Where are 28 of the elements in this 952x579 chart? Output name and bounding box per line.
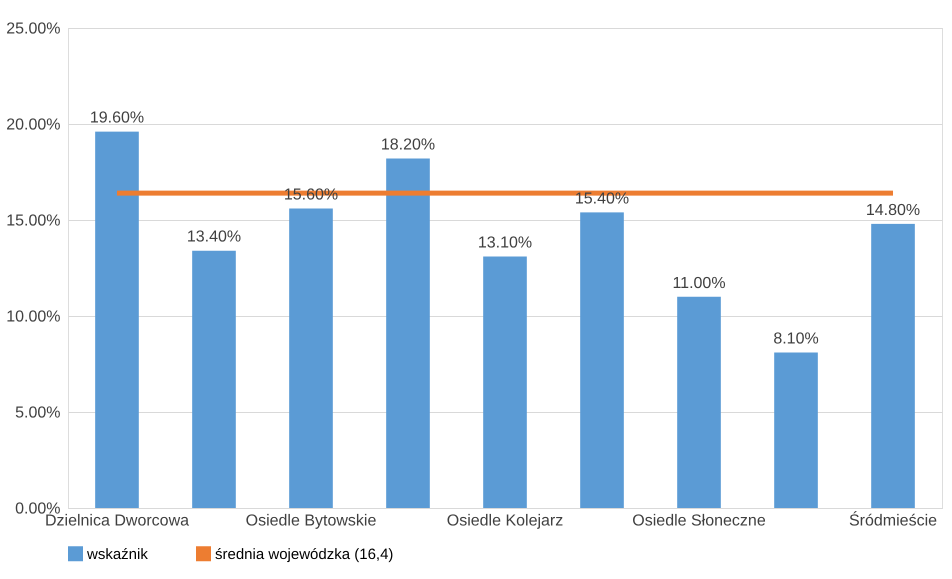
bar [677, 296, 721, 508]
bar [289, 208, 333, 508]
y-tick-label: 25.00% [6, 20, 60, 38]
y-tick-label: 20.00% [6, 116, 60, 134]
legend-label: średnia wojewódzka (16,4) [215, 546, 394, 563]
x-tick-label: Osiedle Kolejarz [446, 512, 564, 530]
y-tick-label: 5.00% [15, 404, 60, 422]
data-label: 11.00% [672, 274, 726, 292]
data-label: 19.60% [90, 110, 144, 127]
bar [386, 158, 430, 508]
x-tick-label: Osiedle Słoneczne [632, 512, 766, 530]
y-tick-label: 10.00% [6, 308, 60, 326]
bar [95, 132, 139, 508]
x-tick-label: Śródmieście [849, 510, 938, 530]
bar [774, 352, 818, 508]
data-label: 13.10% [478, 234, 532, 252]
legend-label: wskaźnik [86, 546, 148, 563]
bar [192, 250, 236, 508]
bar [483, 256, 527, 508]
y-tick-label: 15.00% [6, 212, 60, 230]
data-label: 13.40% [186, 228, 242, 246]
bar [871, 224, 915, 508]
x-tick-label: Osiedle Bytowskie [246, 512, 376, 530]
data-label: 14.80% [866, 202, 920, 219]
data-label: 15.40% [574, 190, 630, 208]
bar [580, 212, 624, 508]
data-label: 18.20% [380, 136, 436, 154]
data-label: 8.10% [773, 330, 819, 348]
